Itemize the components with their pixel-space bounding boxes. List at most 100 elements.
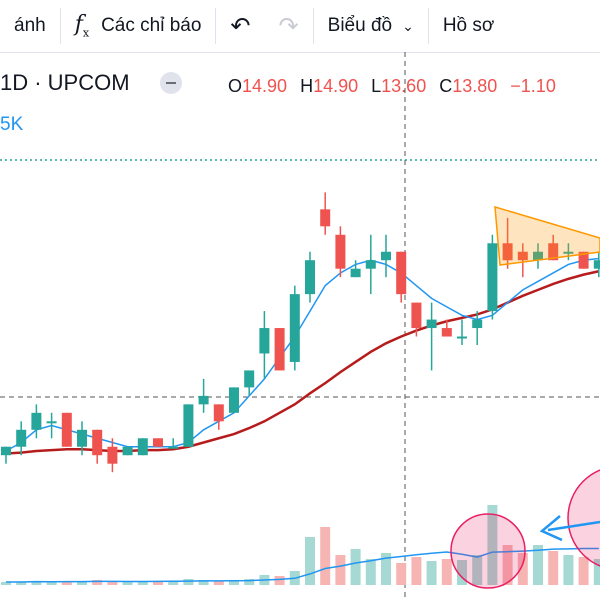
volume-bar bbox=[305, 537, 315, 585]
toolbar-item-partial[interactable]: ánh bbox=[14, 15, 46, 36]
redo-icon[interactable]: ↷ bbox=[278, 12, 299, 40]
candle-body bbox=[61, 412, 72, 447]
candle-body bbox=[244, 370, 255, 388]
candle-body bbox=[305, 260, 315, 295]
candle-body bbox=[426, 319, 437, 329]
close-key: C bbox=[439, 76, 453, 96]
volume-bar bbox=[137, 582, 148, 585]
ma-slow-line bbox=[5, 270, 600, 455]
volume-bar bbox=[1, 582, 11, 585]
candle-body bbox=[593, 260, 600, 269]
candle-body bbox=[533, 251, 543, 261]
candle-body bbox=[229, 387, 239, 413]
candle-body bbox=[502, 243, 513, 261]
toolbar-divider bbox=[215, 8, 217, 44]
annotation-arrow-head bbox=[539, 515, 563, 542]
ohlc-readout: O14.90 H14.90 L13.60 C13.80 −1.10 bbox=[228, 76, 564, 97]
toolbar-divider bbox=[59, 8, 61, 44]
volume-bar bbox=[61, 581, 72, 585]
volume-bar bbox=[411, 557, 422, 585]
candle-body bbox=[441, 328, 452, 337]
ma-fast-line bbox=[5, 257, 599, 452]
volume-bar bbox=[365, 559, 376, 585]
chart-type-label: Biểu đồ bbox=[327, 15, 393, 36]
volume-bar bbox=[593, 559, 600, 585]
candle-body bbox=[137, 438, 148, 456]
volume-bar bbox=[533, 545, 543, 585]
candle-body bbox=[381, 251, 391, 261]
candle-body bbox=[548, 243, 559, 261]
candle-body bbox=[153, 438, 163, 447]
volume-highlight-circle bbox=[567, 469, 600, 567]
symbol-label: 1D · UPCOM bbox=[0, 70, 130, 95]
candle-body bbox=[46, 421, 57, 424]
volume-bar bbox=[274, 576, 285, 585]
candle-body bbox=[168, 446, 179, 449]
volume-bar bbox=[229, 580, 239, 585]
volume-bar bbox=[168, 581, 179, 585]
candle-body bbox=[396, 251, 407, 295]
volume-bar bbox=[548, 551, 559, 585]
candle-body bbox=[122, 446, 133, 456]
candle-body bbox=[472, 319, 483, 329]
top-toolbar: ánh fx Các chỉ báo ↶ ↷ Biểu đồ ⌄ Hồ sơ bbox=[0, 0, 600, 53]
indicators-label: Các chỉ báo bbox=[101, 15, 202, 36]
candle-body bbox=[289, 294, 300, 362]
volume-legend: 5K bbox=[0, 114, 24, 135]
undo-icon[interactable]: ↶ bbox=[230, 12, 251, 40]
triangle-pattern bbox=[494, 205, 600, 266]
candle-body bbox=[578, 251, 589, 269]
symbol-legend: 1D · UPCOM bbox=[0, 70, 182, 96]
high-key: H bbox=[300, 76, 314, 96]
indicators-button[interactable]: fx Các chỉ báo bbox=[61, 0, 216, 52]
open-key: O bbox=[228, 76, 243, 96]
volume-bar bbox=[183, 579, 194, 585]
volume-bar bbox=[578, 557, 589, 585]
candle-body bbox=[274, 328, 285, 371]
candle-body bbox=[107, 446, 118, 464]
volume-bar bbox=[441, 559, 452, 585]
volume-bar bbox=[335, 555, 346, 585]
candle-body bbox=[213, 404, 224, 422]
volume-bar bbox=[153, 581, 163, 585]
fx-icon: fx bbox=[74, 12, 90, 40]
volume-bar bbox=[320, 527, 331, 585]
collapse-icon[interactable] bbox=[159, 72, 182, 94]
toolbar-divider bbox=[427, 8, 429, 44]
candle-body bbox=[487, 243, 498, 312]
volume-bar bbox=[396, 563, 407, 585]
profile-button[interactable]: Hồ sơ bbox=[442, 15, 495, 36]
candle-body bbox=[259, 328, 270, 354]
open-value: 14.90 bbox=[242, 76, 288, 96]
volume-bar bbox=[502, 545, 513, 585]
chart-type-menu[interactable]: Biểu đồ ⌄ bbox=[314, 0, 428, 52]
candle-body bbox=[517, 251, 528, 261]
volume-bar bbox=[31, 581, 42, 585]
high-value: 14.90 bbox=[313, 76, 359, 96]
volume-bar bbox=[426, 561, 437, 585]
candle-body bbox=[563, 251, 574, 254]
change-value: −1.10 bbox=[510, 76, 556, 96]
volume-bar bbox=[16, 582, 27, 585]
volume-bar bbox=[472, 555, 483, 585]
volume-bar bbox=[107, 581, 118, 585]
volume-bar bbox=[457, 560, 467, 585]
candle-body bbox=[92, 429, 103, 456]
volume-bar bbox=[122, 582, 133, 585]
candle-body bbox=[335, 234, 346, 269]
volume-highlight-circle bbox=[450, 513, 526, 589]
volume-bar bbox=[198, 580, 209, 585]
low-value: 13.60 bbox=[381, 76, 427, 96]
candle-body bbox=[457, 336, 467, 339]
volume-bar bbox=[350, 549, 361, 585]
candle-body bbox=[350, 268, 361, 278]
volume-bar bbox=[517, 553, 528, 585]
chevron-down-icon: ⌄ bbox=[402, 17, 414, 34]
candle-body bbox=[320, 209, 331, 227]
volume-bar bbox=[487, 505, 498, 585]
candle-body bbox=[31, 412, 42, 430]
close-value: 13.80 bbox=[452, 76, 498, 96]
volume-bar bbox=[46, 582, 57, 585]
volume-bar bbox=[381, 553, 391, 585]
